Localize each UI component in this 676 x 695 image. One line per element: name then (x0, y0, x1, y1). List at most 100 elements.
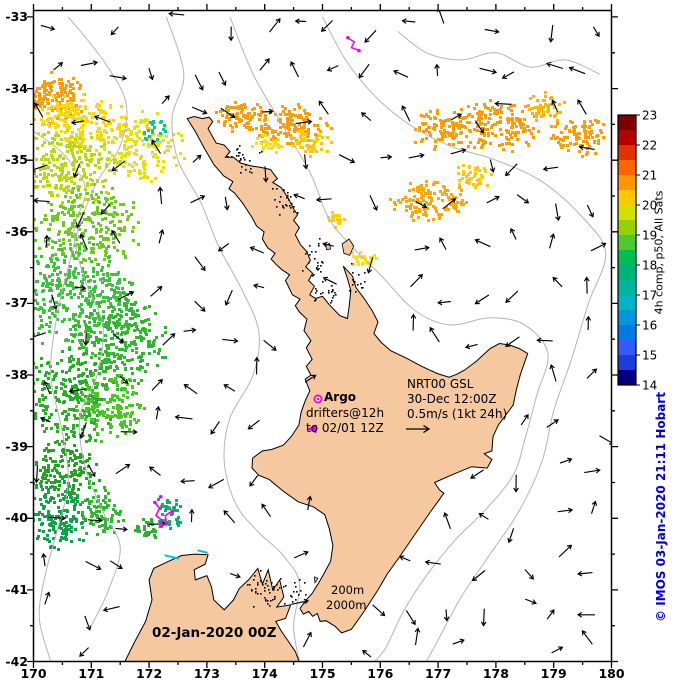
x-tick-label: 177 (425, 666, 452, 681)
colorbar-band (618, 205, 636, 221)
colorbar-band (618, 220, 636, 236)
colorbar-band (618, 175, 636, 191)
south-island (124, 553, 300, 662)
vector-field (33, 10, 612, 658)
colorbar-tick-label: 21 (642, 168, 657, 182)
argo-float-marker-dot (316, 397, 320, 401)
drifter-dot (164, 522, 169, 526)
colorbar-tick-label: 22 (642, 138, 657, 152)
y-tick-label: -37 (5, 295, 28, 311)
sst-patch (290, 129, 333, 158)
sst-patch (414, 109, 467, 151)
contour-line (38, 16, 128, 662)
drifter-arrowhead-marker (306, 424, 317, 434)
argo-float-marker (313, 394, 323, 404)
y-tick-label: -33 (5, 8, 28, 24)
colorbar-tick-label: 19 (642, 228, 657, 242)
colorbar-group: 23 22 21 20 19 18 17 16 15 14 (617, 108, 657, 392)
sst-patch (327, 211, 346, 229)
colorbar-band (618, 280, 636, 296)
y-tick-label: -35 (5, 152, 28, 168)
sst-patch (442, 99, 540, 153)
drifter-dot (170, 509, 174, 513)
x-tick-label: 180 (598, 666, 625, 681)
north-island (186, 115, 529, 634)
sst-patch (33, 129, 122, 207)
sst-patch (33, 241, 147, 355)
argo-drifters-line: drifters@12h (306, 406, 385, 420)
drifter-dot (357, 48, 361, 53)
sst-patch (33, 93, 136, 152)
contour-line (33, 131, 121, 626)
x-tick-label: 173 (193, 666, 220, 681)
contour-line (229, 16, 549, 662)
drifter-dot (158, 495, 163, 499)
x-tick-label: 178 (482, 666, 509, 681)
x-tick-label: 171 (78, 666, 105, 681)
sst-patch (98, 110, 186, 183)
colorbar-band (618, 115, 636, 131)
x-tick-label: 176 (367, 666, 394, 681)
sst-patch (33, 71, 86, 125)
reference-arrow (406, 424, 431, 434)
colorbar-band (618, 340, 636, 356)
colorbar-band (618, 325, 636, 341)
contour-line (322, 16, 607, 662)
colorbar-band (618, 235, 636, 251)
sst-patch (33, 348, 112, 444)
sst-patch (550, 119, 605, 158)
drifter-track (197, 549, 208, 554)
nrt-date: 30-Dec 12:00Z (407, 392, 497, 406)
x-tick-label: 172 (136, 666, 163, 681)
imos-credit-label: © IMOS 03-Jan-2020 21:11 Hobart (654, 392, 668, 622)
drifter-dot (346, 35, 350, 40)
x-tick-label: 175 (309, 666, 336, 681)
y-tick-label: -41 (5, 581, 28, 597)
colorbar-band (618, 190, 636, 206)
nrt-title: NRT00 GSL (407, 377, 474, 391)
colorbar-band (618, 355, 636, 371)
sst-patch (71, 289, 167, 391)
sst-patch (251, 134, 283, 154)
sst-patch (134, 518, 157, 539)
colorbar-ticks (636, 114, 640, 386)
sst-patch (33, 436, 101, 504)
y-tick-label: -38 (5, 367, 28, 383)
argo-date-line: to 02/01 12Z (306, 421, 384, 435)
colorbar-band (618, 295, 636, 311)
analysis-date-label: 02-Jan-2020 00Z (152, 625, 277, 641)
colorbar-tick-label: 18 (642, 258, 657, 272)
colorbar-tick-label: 14 (642, 378, 657, 392)
colorbar-border (617, 114, 637, 386)
y-tick-label: -36 (5, 223, 28, 239)
drifter-track (347, 37, 359, 51)
sst-patch (457, 164, 493, 189)
island (341, 238, 355, 256)
sst-patch (351, 251, 378, 266)
colorbar-tick-label: 16 (642, 318, 657, 332)
sst-patch (215, 101, 263, 133)
drifter-track (164, 554, 179, 560)
sst-patch (33, 183, 140, 266)
drifter-dot (153, 500, 157, 505)
sst-patches (33, 71, 605, 551)
y-tick-label: -39 (5, 438, 28, 454)
y-tick-label: -40 (5, 510, 28, 526)
contour-line (397, 30, 601, 75)
colorbar-title: 4h comp, p50, All Sats (652, 190, 666, 315)
island (313, 576, 319, 584)
colorbar-tick-label: 15 (642, 348, 657, 362)
contour-label-200m: 200m (331, 583, 365, 597)
colorbar-tick-label: 23 (642, 108, 657, 122)
contour-label-2000m: 2000m (326, 598, 367, 612)
colorbar-band (618, 145, 636, 161)
x-tick-label: 170 (20, 666, 47, 681)
plot-frame (32, 9, 613, 663)
current-vectors (33, 10, 612, 658)
x-tick-label: 174 (251, 666, 278, 681)
colorbar-band (618, 160, 636, 176)
land (124, 115, 529, 662)
y-tick-label: -34 (5, 80, 28, 96)
